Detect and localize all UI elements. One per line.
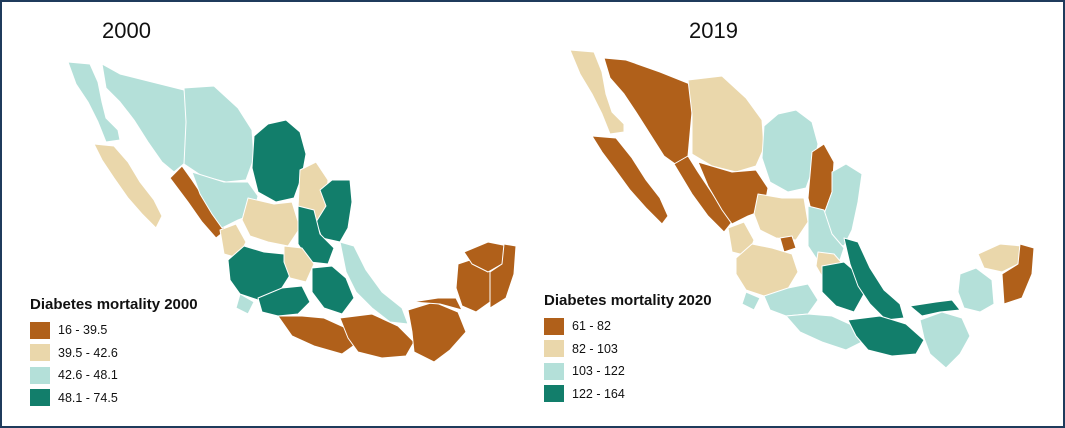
- legend-swatch: [30, 344, 50, 362]
- state-baja-california-sur: [591, 135, 669, 225]
- legend-label: 61 - 82: [572, 319, 611, 334]
- state-tabasco: [411, 297, 463, 311]
- legend-item: 16 - 39.5: [30, 319, 198, 342]
- legend-label: 122 - 164: [572, 386, 625, 401]
- state-veracruz: [339, 241, 409, 325]
- legend-item: 103 - 122: [544, 360, 712, 383]
- state-sonora: [101, 63, 191, 173]
- choropleth-map-2019: [569, 49, 1035, 369]
- state-zacatecas: [753, 193, 809, 241]
- state-oaxaca: [339, 313, 415, 359]
- state-oaxaca: [847, 315, 925, 357]
- state-quintana-roo: [489, 243, 517, 309]
- state-veracruz: [843, 237, 905, 321]
- state-campeche: [957, 267, 995, 313]
- legend-item: 122 - 164: [544, 383, 712, 406]
- legend-item: 82 - 103: [544, 338, 712, 361]
- state-michoacan: [257, 285, 311, 317]
- state-san-luis-potosi: [297, 205, 335, 265]
- state-coahuila: [251, 119, 307, 203]
- state-chihuahua: [687, 75, 765, 173]
- state-quintana-roo: [1001, 243, 1035, 305]
- legend-swatch: [30, 389, 50, 407]
- state-tamaulipas: [823, 163, 863, 247]
- legend-swatch: [544, 385, 564, 403]
- legend-label: 103 - 122: [572, 364, 625, 379]
- map-legend-2019: Diabetes mortality 2020 61 - 82 82 - 103…: [544, 292, 712, 405]
- state-zacatecas: [241, 197, 301, 247]
- legend-label: 42.6 - 48.1: [58, 368, 118, 383]
- state-puebla: [311, 265, 355, 315]
- map-panel-2019: 2019: [532, 2, 1063, 426]
- legend-item: 42.6 - 48.1: [30, 364, 198, 387]
- state-baja-california-sur: [93, 143, 163, 229]
- legend-label: 16 - 39.5: [58, 323, 108, 338]
- state-san-luis-potosi: [807, 205, 845, 267]
- map-year-title: 2019: [689, 18, 738, 43]
- state-baja-california: [67, 61, 121, 143]
- state-jalisco: [227, 245, 293, 301]
- state-colima: [235, 293, 255, 315]
- state-guanajuato: [283, 245, 315, 283]
- choropleth-map-2000: [67, 61, 517, 363]
- legend-title: Diabetes mortality 2020: [544, 292, 712, 309]
- legend-item: 39.5 - 42.6: [30, 342, 198, 365]
- map-legend-2000: Diabetes mortality 2000 16 - 39.5 39.5 -…: [30, 296, 198, 409]
- legend-label: 48.1 - 74.5: [58, 390, 118, 405]
- state-chihuahua: [183, 85, 255, 183]
- state-colima: [741, 291, 761, 311]
- legend-label: 82 - 103: [572, 341, 618, 356]
- state-chiapas: [919, 311, 971, 369]
- legend-swatch: [544, 317, 564, 335]
- legend-label: 39.5 - 42.6: [58, 345, 118, 360]
- map-panel-2000: 2000: [2, 2, 532, 426]
- state-chiapas: [407, 301, 467, 363]
- legend-item: 48.1 - 74.5: [30, 387, 198, 410]
- legend-title: Diabetes mortality 2000: [30, 296, 198, 313]
- state-tamaulipas: [315, 179, 353, 243]
- state-aguascalientes: [779, 235, 797, 253]
- state-baja-california: [569, 49, 625, 135]
- legend-swatch: [544, 340, 564, 358]
- legend-item: 61 - 82: [544, 315, 712, 338]
- legend-swatch: [30, 366, 50, 384]
- state-tabasco: [909, 299, 961, 317]
- state-michoacan: [763, 283, 819, 317]
- state-jalisco: [735, 243, 799, 297]
- legend-swatch: [30, 321, 50, 339]
- legend-swatch: [544, 362, 564, 380]
- map-year-title: 2000: [102, 18, 151, 43]
